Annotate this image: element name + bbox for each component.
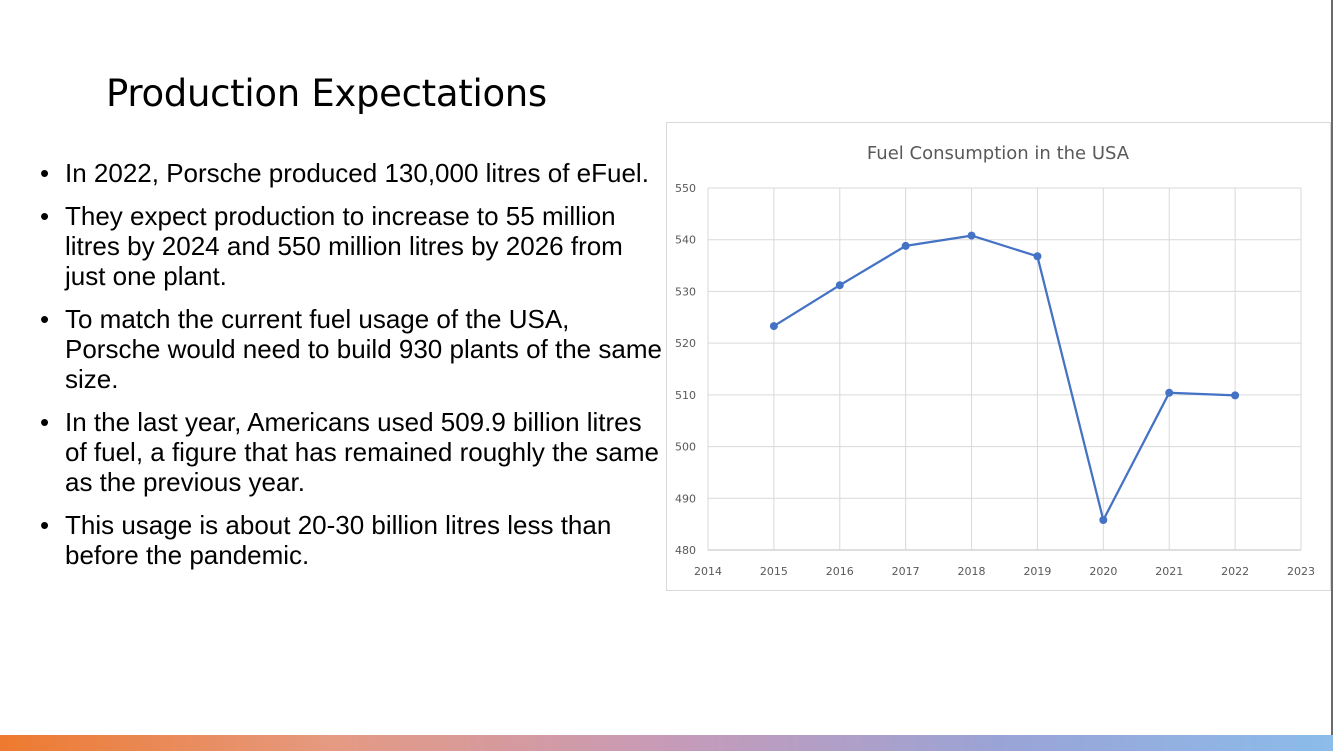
- x-tick-label: 2015: [760, 565, 788, 578]
- bullet-text: To match the current fuel usage of the U…: [65, 304, 662, 394]
- series-line: [773, 234, 1236, 522]
- chart-container: Fuel Consumption in the USA 480 490 500 510…: [666, 122, 1331, 591]
- chart-grid: [707, 187, 1302, 551]
- chart-title: Fuel Consumption in the USA: [867, 143, 1130, 164]
- data-point: [1099, 516, 1108, 525]
- bullet-dot: •: [40, 304, 50, 334]
- data-point: [1033, 252, 1042, 261]
- bullet-item: • To match the current fuel usage of the …: [40, 304, 665, 394]
- bullet-text: This usage is about 20-30 billion litres…: [65, 510, 612, 570]
- bottom-gradient-bar: [0, 735, 1333, 751]
- data-point: [769, 322, 778, 331]
- x-axis-ticks: 2014 2015 2016 2017 2018 2019 2020 2021 2022 2023: [694, 565, 1315, 578]
- bullet-dot: •: [40, 407, 50, 437]
- bullet-text: In the last year, Americans used 509.9 b…: [65, 407, 660, 497]
- y-tick-label: 510: [675, 389, 696, 402]
- x-tick-label: 2019: [1023, 565, 1051, 578]
- y-tick-label: 500: [675, 441, 696, 454]
- bullet-item: • This usage is about 20-30 billion litre…: [40, 510, 665, 570]
- bullet-item: • In 2022, Porsche produced 130,000 litre…: [40, 158, 665, 188]
- y-tick-label: 550: [675, 182, 696, 195]
- bullet-list: • In 2022, Porsche produced 130,000 litre…: [40, 158, 665, 583]
- y-tick-label: 480: [675, 544, 696, 557]
- y-axis-ticks: 480 490 500 510 520 530 540 550: [675, 182, 696, 557]
- x-tick-label: 2021: [1155, 565, 1183, 578]
- y-tick-label: 490: [675, 492, 696, 505]
- line-chart: Fuel Consumption in the USA 480 490 500 510…: [675, 143, 1315, 578]
- data-point: [1165, 388, 1174, 397]
- y-tick-label: 540: [675, 234, 696, 247]
- y-tick-label: 530: [675, 285, 696, 298]
- x-tick-label: 2020: [1089, 565, 1117, 578]
- bullet-dot: •: [40, 201, 50, 231]
- bullet-dot: •: [40, 158, 50, 188]
- series-points: [769, 231, 1240, 525]
- data-point: [901, 241, 910, 250]
- bullet-text: They expect production to increase to 55…: [65, 201, 623, 291]
- bullet-dot: •: [40, 510, 50, 540]
- x-tick-label: 2014: [694, 565, 722, 578]
- data-point: [1231, 391, 1240, 400]
- bullet-item: • In the last year, Americans used 509.9 …: [40, 407, 665, 497]
- x-tick-label: 2022: [1221, 565, 1249, 578]
- x-tick-label: 2018: [958, 565, 986, 578]
- data-point: [835, 281, 844, 290]
- x-tick-label: 2016: [826, 565, 854, 578]
- series-line-path: [773, 234, 1236, 522]
- slide-right-edge: [1331, 0, 1333, 751]
- x-tick-label: 2017: [892, 565, 920, 578]
- x-tick-label: 2023: [1287, 565, 1315, 578]
- bullet-item: • They expect production to increase to 5…: [40, 201, 665, 291]
- slide-title: Production Expectations: [106, 72, 547, 115]
- bullet-text: In 2022, Porsche produced 130,000 litres…: [65, 158, 649, 188]
- y-tick-label: 520: [675, 337, 696, 350]
- data-point: [967, 231, 976, 240]
